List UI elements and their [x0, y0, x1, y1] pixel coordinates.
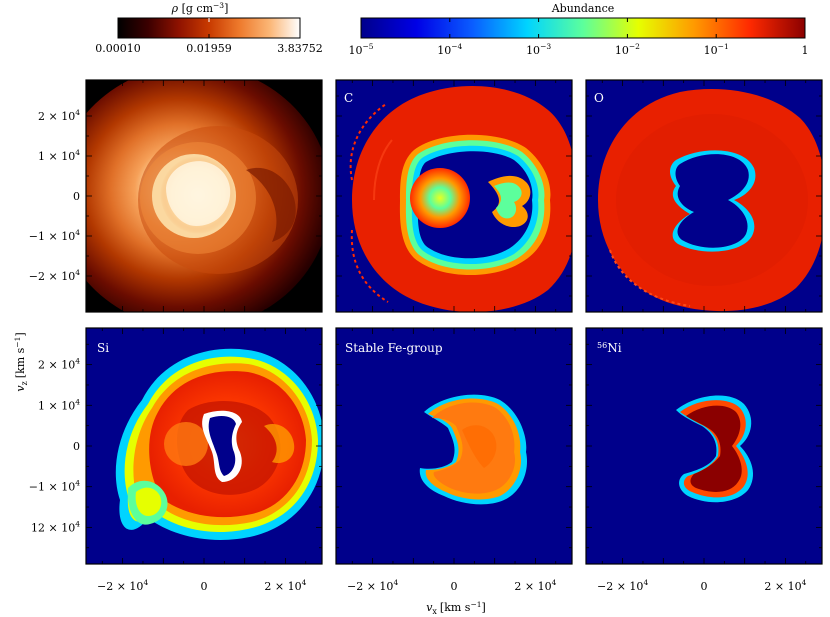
density-tick-label: 0.01959: [186, 42, 232, 55]
y-tick-label: −1 × 104: [29, 228, 80, 243]
y-tick-label: 0: [73, 440, 80, 453]
y-tick-label: −2 × 104: [29, 268, 80, 283]
x-tick-label: −2 × 104: [597, 578, 648, 593]
panel-label: C: [344, 91, 353, 105]
density-colorbar-label: ρ [g cm−3]: [171, 1, 229, 15]
abundance-colorbar-label: Abundance: [551, 2, 615, 15]
y-tick-label: 0: [73, 190, 80, 203]
abundance-tick-label: 10−2: [615, 42, 640, 57]
panel-silicon: [86, 328, 322, 564]
x-tick-label: 2 × 104: [514, 578, 556, 593]
abundance-tick-label: 10−1: [704, 42, 729, 57]
y-tick-label: −1 × 104: [29, 479, 80, 494]
axes: 2 × 104 1 × 104 0 −1 × 104 −2 × 104 −2 × 104 0…: [29, 80, 822, 593]
abundance-colorbar-ticks: 10−5 10−4 10−3 10−2 10−1 1: [348, 18, 809, 57]
panel-ni56: [586, 328, 822, 564]
abundance-tick-label: 10−4: [437, 42, 462, 57]
panel-carbon: [336, 80, 572, 312]
panel-label: Si: [97, 341, 109, 355]
density-colorbar: ρ [g cm−3] 0.00010 0.01959 3.83752: [95, 1, 323, 55]
density-tick-label: 0.00010: [95, 42, 141, 55]
y-tick-label: 12 × 104: [31, 519, 80, 534]
x-tick-label: 2 × 104: [764, 578, 806, 593]
y-tick-label: 2 × 104: [38, 357, 80, 372]
panel-density: [86, 80, 322, 312]
y-tick-label: 2 × 104: [38, 108, 80, 123]
density-tick-label: 3.83752: [277, 42, 323, 55]
x-tick-label: 2 × 104: [264, 578, 306, 593]
abundance-tick-label: 1: [802, 44, 809, 57]
x-tick-label: 0: [451, 580, 458, 593]
x-tick-label: 0: [701, 580, 708, 593]
x-axis-label: vx [km s−1]: [426, 600, 486, 616]
panel-oxygen: [586, 80, 822, 312]
y-tick-label: 1 × 104: [38, 397, 80, 412]
panel-stable-fe: [336, 328, 572, 564]
abundance-colorbar-bar: [360, 17, 806, 39]
abundance-tick-label: 10−5: [348, 42, 373, 57]
y-axis-label: vz[km s−1]: [13, 332, 29, 391]
panel-label: 56Ni: [597, 341, 622, 355]
x-tick-label: −2 × 104: [347, 578, 398, 593]
panel-label: Stable Fe-group: [345, 341, 443, 355]
x-tick-label: −2 × 104: [97, 578, 148, 593]
abundance-colorbar: Abundance 10−5 10−4 10−3 10−2 10−1 1: [348, 2, 808, 57]
x-tick-label: 0: [201, 580, 208, 593]
y-tick-label: 1 × 104: [38, 148, 80, 163]
abundance-tick-label: 10−3: [526, 42, 551, 57]
panel-label: O: [594, 91, 604, 105]
